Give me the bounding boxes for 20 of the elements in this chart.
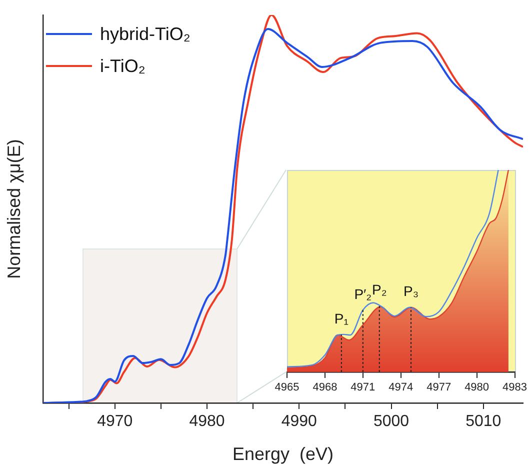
x-tick-label: 4970 [97,413,133,430]
x-tick-label: 5000 [373,413,410,430]
x-axis-title: Energy (eV) [232,444,334,464]
x-tick-label: 4965 [274,382,300,394]
x-tick-label: 4990 [281,413,318,430]
y-axis-title: Normalised χμ(E) [4,139,24,279]
x-tick-label: 4974 [388,382,414,394]
legend-label: i-TiO₂ [100,56,146,76]
x-tick-label: 4983 [502,382,528,394]
x-tick-label: 4980 [189,413,225,430]
x-tick-label: 4977 [426,382,452,394]
ref-line-label: P′₂ [354,286,372,302]
ref-line-label: P₁ [334,310,349,327]
x-tick-label: 4968 [312,382,338,394]
legend-label: hybrid-TiO₂ [100,24,190,44]
x-tick-label: 5010 [466,413,502,430]
ref-line-label: P₂ [372,281,387,298]
ref-line-label: P₃ [403,283,419,300]
x-tick-label: 4980 [464,382,490,394]
x-tick-label: 4971 [350,382,376,394]
